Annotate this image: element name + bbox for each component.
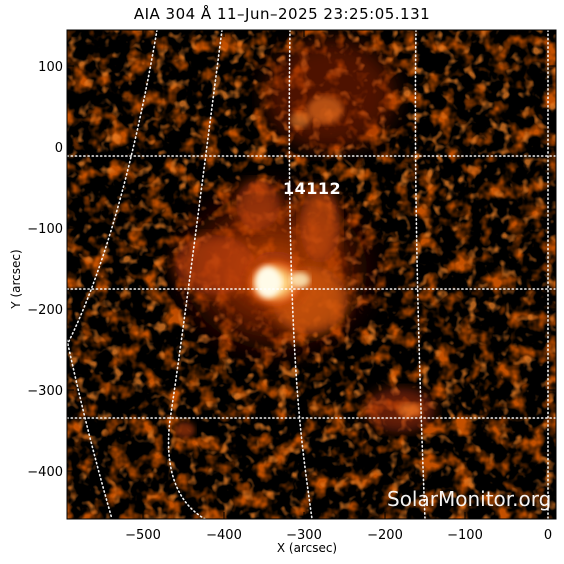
y-tick-label: −400 [27, 465, 63, 480]
x-tick-label: −500 [125, 528, 161, 543]
x-axis-label: X (arcsec) [276, 541, 338, 555]
x-tick-label: 0 [544, 528, 552, 543]
y-tick-label: −100 [27, 222, 63, 237]
x-tick-label: −300 [286, 528, 322, 543]
x-tick-labels: −500 −400 −300 −200 −100 0 [125, 528, 552, 543]
image-title: AIA 304 Å 11–Jun–2025 23:25:05.131 [133, 5, 431, 23]
coordinate-grid [67, 30, 556, 519]
y-axis-ticks [67, 65, 556, 472]
x-tick-label: −100 [447, 528, 483, 543]
active-region-emission [165, 40, 435, 438]
y-tick-label: −200 [27, 303, 63, 318]
solar-disk-image [67, 30, 556, 519]
x-tick-label: −400 [206, 528, 242, 543]
y-tick-labels: 100 0 −100 −200 −300 −400 [27, 60, 63, 480]
plot-frame [66, 29, 557, 520]
y-tick-label: −300 [27, 384, 63, 399]
y-axis-label: Y (arcsec) [9, 249, 23, 309]
y-tick-label: 100 [38, 60, 63, 75]
y-tick-label: 0 [55, 141, 63, 156]
x-tick-label: −200 [367, 528, 403, 543]
active-region-number: 14112 [283, 179, 342, 198]
solarmonitor-watermark: SolarMonitor.org [387, 487, 552, 511]
x-axis-ticks [142, 30, 547, 519]
